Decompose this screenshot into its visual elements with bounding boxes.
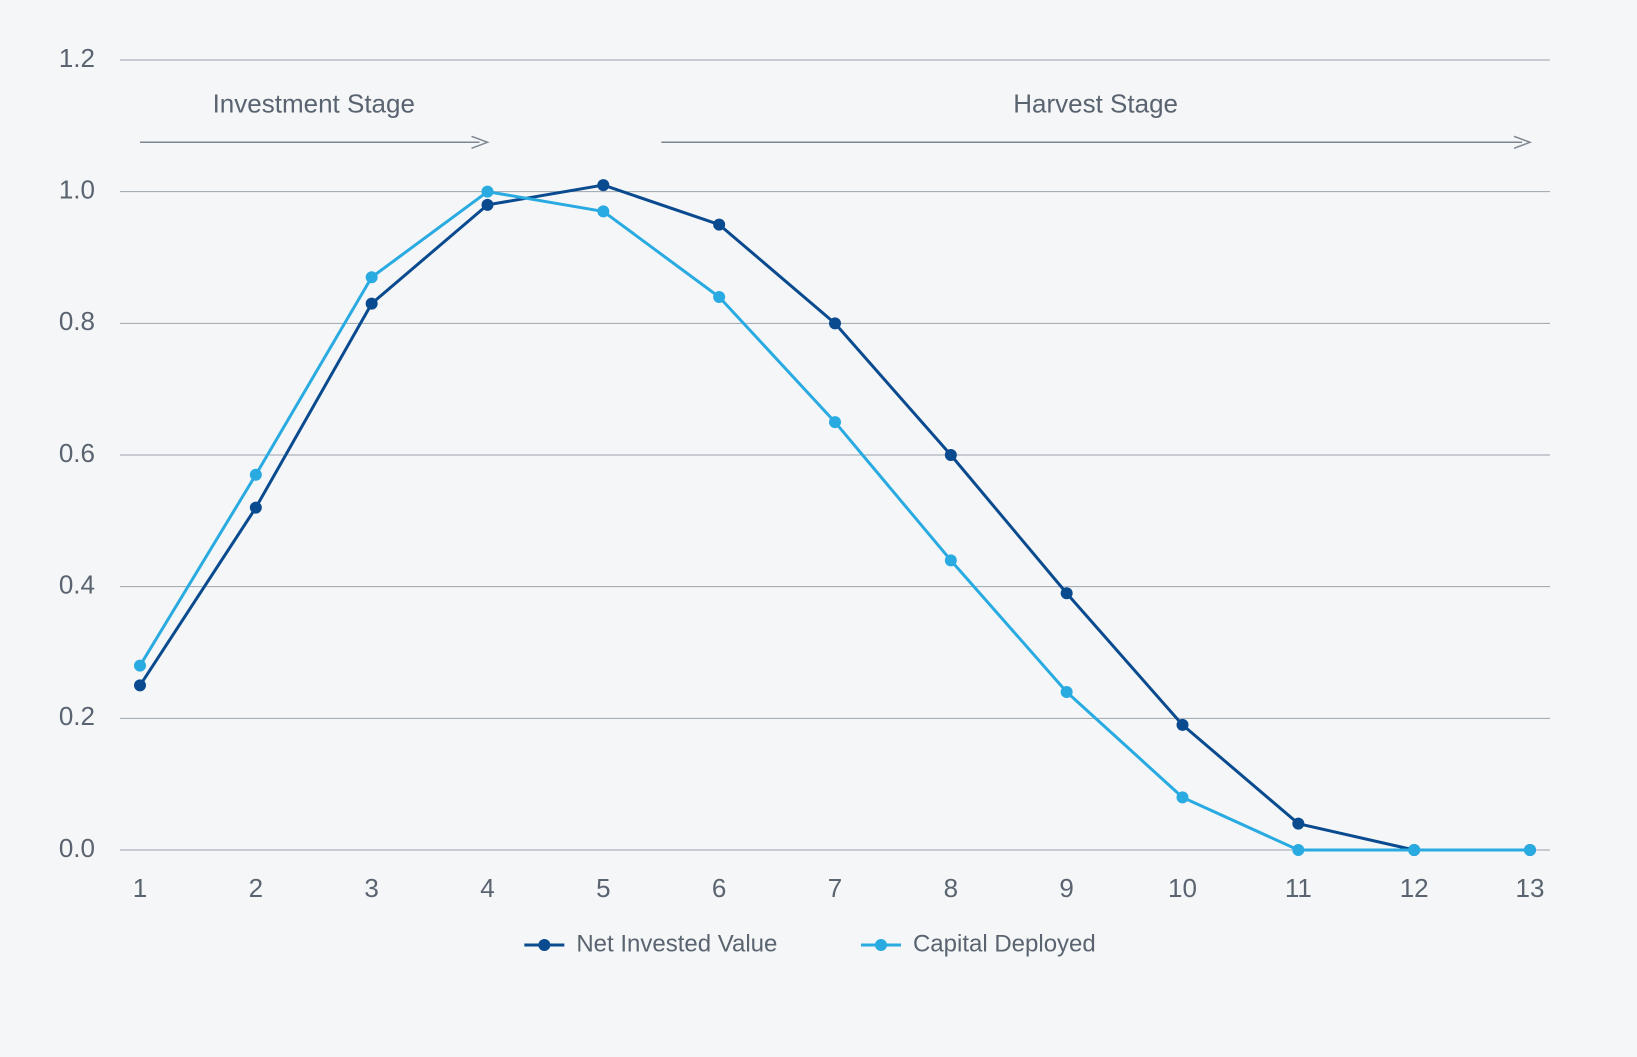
x-tick-label: 4 — [480, 873, 494, 903]
x-tick-label: 7 — [828, 873, 842, 903]
x-tick-label: 10 — [1168, 873, 1197, 903]
x-tick-label: 13 — [1516, 873, 1545, 903]
legend-label: Capital Deployed — [913, 930, 1096, 957]
data-point — [366, 298, 378, 310]
x-tick-label: 6 — [712, 873, 726, 903]
x-tick-label: 9 — [1059, 873, 1073, 903]
y-tick-label: 0.4 — [59, 570, 95, 600]
x-tick-label: 12 — [1400, 873, 1429, 903]
data-point — [1408, 844, 1420, 856]
data-point — [250, 469, 262, 481]
data-point — [945, 554, 957, 566]
data-point — [1177, 719, 1189, 731]
data-point — [1292, 844, 1304, 856]
legend-marker — [538, 939, 550, 951]
y-tick-label: 1.0 — [59, 175, 95, 205]
legend-label: Net Invested Value — [576, 930, 777, 957]
data-point — [945, 449, 957, 461]
x-tick-label: 5 — [596, 873, 610, 903]
data-point — [829, 317, 841, 329]
data-point — [134, 679, 146, 691]
x-tick-label: 1 — [133, 873, 147, 903]
data-point — [829, 416, 841, 428]
data-point — [366, 271, 378, 283]
data-point — [134, 660, 146, 672]
data-point — [1524, 844, 1536, 856]
y-tick-label: 0.6 — [59, 438, 95, 468]
x-tick-label: 8 — [944, 873, 958, 903]
y-tick-label: 1.2 — [59, 43, 95, 73]
x-tick-label: 11 — [1285, 873, 1312, 903]
data-point — [1292, 818, 1304, 830]
x-tick-label: 2 — [249, 873, 263, 903]
stage-label: Investment Stage — [213, 89, 415, 119]
data-point — [713, 291, 725, 303]
data-point — [482, 199, 494, 211]
chart-background — [0, 0, 1637, 1057]
data-point — [1061, 686, 1073, 698]
data-point — [1061, 587, 1073, 599]
x-tick-label: 3 — [364, 873, 378, 903]
y-tick-label: 0.0 — [59, 833, 95, 863]
y-tick-label: 0.8 — [59, 306, 95, 336]
data-point — [597, 205, 609, 217]
data-point — [713, 219, 725, 231]
data-point — [1177, 791, 1189, 803]
data-point — [597, 179, 609, 191]
stage-label: Harvest Stage — [1013, 89, 1178, 119]
line-chart: 0.00.20.40.60.81.01.212345678910111213In… — [0, 0, 1637, 1057]
data-point — [250, 502, 262, 514]
y-tick-label: 0.2 — [59, 701, 95, 731]
legend-marker — [875, 939, 887, 951]
data-point — [482, 186, 494, 198]
